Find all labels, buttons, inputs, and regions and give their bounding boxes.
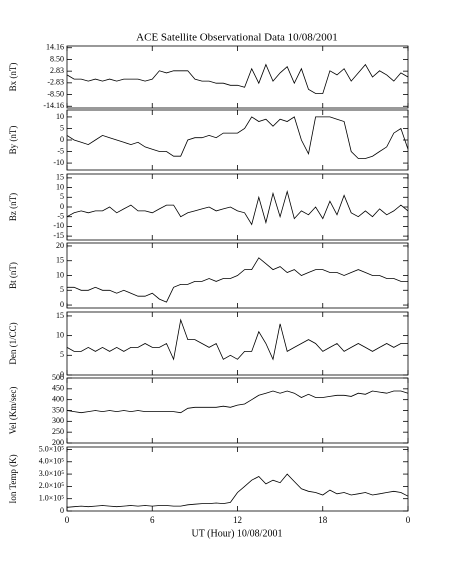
data-line [66, 189, 409, 226]
y-tick-label: 15 [56, 311, 64, 320]
data-line [66, 473, 409, 508]
y-tick-label: -10 [53, 158, 64, 167]
data-line [67, 257, 408, 303]
y-tick-label: -8.50 [47, 89, 64, 98]
panel-frame [66, 109, 409, 171]
panel-frame [66, 377, 409, 444]
y-axis-label: Ion Temp (K) [8, 454, 18, 503]
x-tick-label: 12 [233, 515, 242, 525]
y-tick-label: 500 [52, 373, 64, 382]
y-tick-label: -5 [57, 212, 64, 221]
y-axis-label: Bt (nT) [8, 262, 18, 289]
y-tick-label: 5 [60, 123, 64, 132]
y-tick-label: 10 [56, 270, 64, 279]
y-tick-label: 10 [56, 112, 64, 121]
y-tick-label: 2.0×10⁵ [39, 481, 65, 490]
x-tick-label: 0 [65, 515, 70, 525]
panel-frame [66, 446, 409, 512]
y-axis-label: Den (1/CC) [8, 322, 18, 364]
y-tick-label: -2.83 [47, 78, 64, 87]
y-tick-label: 300 [52, 416, 64, 425]
y-tick-label: 250 [52, 427, 64, 436]
y-tick-label: 2.83 [50, 66, 64, 75]
panel-frame [66, 173, 409, 241]
y-tick-label: -5 [57, 146, 64, 155]
y-tick-label: 0 [60, 202, 64, 211]
data-line [66, 390, 409, 414]
y-tick-label: 14.16 [46, 43, 64, 52]
y-tick-label: 20 [56, 241, 64, 250]
y-tick-label: 5.0×10⁵ [39, 444, 65, 453]
y-axis-label: By (nT) [8, 126, 18, 155]
y-tick-label: 0 [60, 300, 64, 309]
y-tick-label: 4.0×10⁵ [39, 457, 65, 466]
y-tick-label: 8.50 [50, 54, 64, 63]
y-tick-label: 15 [56, 256, 64, 265]
y-tick-label: 400 [52, 394, 64, 403]
y-tick-label: 1.0×10⁵ [39, 494, 65, 503]
y-axis-label: Bz (nT) [8, 193, 18, 221]
x-axis-label: UT (Hour) 10/08/2001 [192, 528, 283, 539]
panel-frame [66, 45, 409, 109]
y-tick-label: 350 [52, 405, 64, 414]
y-tick-label: -10 [53, 221, 64, 230]
data-line [66, 116, 409, 159]
y-tick-label: 5 [60, 192, 64, 201]
x-tick-label: 0 [406, 515, 411, 525]
y-tick-label: -14.16 [43, 101, 64, 110]
y-tick-label: 0 [60, 370, 64, 379]
y-tick-label: 10 [56, 182, 64, 191]
y-tick-label: 3.0×10⁵ [39, 469, 65, 478]
y-tick-label: -15 [53, 231, 64, 240]
panel-frame [66, 311, 409, 376]
data-line [66, 318, 408, 361]
y-tick-label: 200 [52, 438, 64, 447]
y-tick-label: 0 [60, 506, 64, 515]
y-tick-label: 5 [60, 285, 64, 294]
y-tick-label: 450 [52, 384, 64, 393]
y-tick-label: 10 [56, 330, 64, 339]
x-tick-label: 18 [318, 515, 328, 525]
y-tick-label: 0 [60, 135, 64, 144]
data-line [66, 63, 409, 94]
y-axis-label: Bx (nT) [8, 63, 18, 92]
y-tick-label: 15 [56, 173, 64, 182]
y-tick-label: 5 [60, 350, 64, 359]
chart-title: ACE Satellite Observational Data 10/08/2… [136, 32, 338, 44]
y-axis-label: Vel (Km/sec) [8, 387, 18, 435]
x-tick-label: 6 [150, 515, 155, 525]
